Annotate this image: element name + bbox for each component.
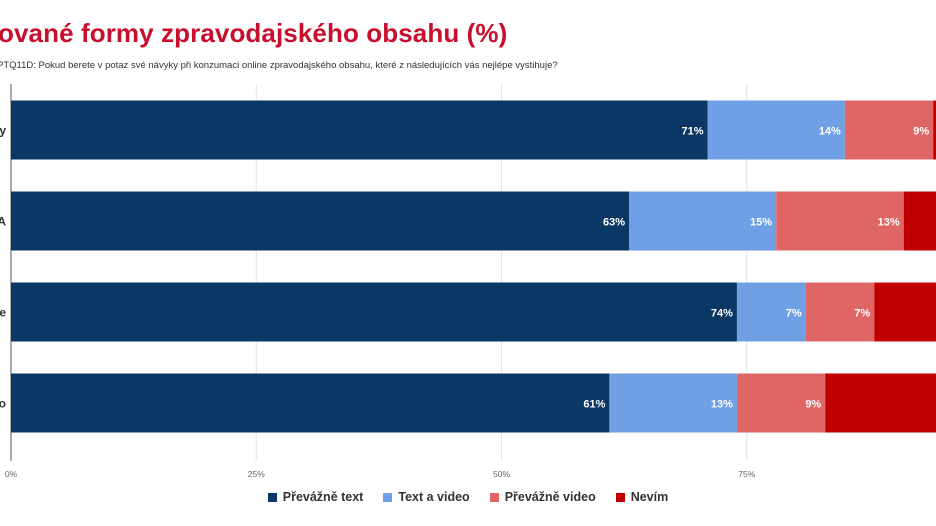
- legend-item: Text a video: [383, 490, 470, 504]
- legend-item: Převážně text: [267, 490, 364, 504]
- legend-swatch: [383, 492, 393, 502]
- x-tick-label: 75%: [738, 469, 755, 479]
- legend-swatch: [267, 492, 277, 502]
- bar-segment: [736, 282, 806, 342]
- legend-item: Nevím: [615, 490, 669, 504]
- legend: Převážně text Text a video Převážně video N…: [0, 490, 936, 504]
- legend-label: Text a video: [398, 490, 470, 504]
- bar-segment: [609, 373, 737, 433]
- bar-segment: [736, 373, 826, 433]
- legend-label: Převážně video: [504, 490, 596, 504]
- x-tick-label: 25%: [248, 469, 265, 479]
- category-label: A: [0, 215, 6, 229]
- legend-label: Nevím: [630, 490, 669, 504]
- data-label: 71%: [681, 126, 703, 138]
- bar-segment: [11, 373, 610, 433]
- bar-segment: [805, 282, 875, 342]
- data-label: 7%: [854, 308, 870, 320]
- legend-swatch: [489, 492, 499, 502]
- bar-segment: [825, 373, 936, 433]
- data-label: 9%: [805, 399, 821, 411]
- data-label: 15%: [750, 217, 772, 229]
- category-label: o: [0, 397, 6, 411]
- bar-segment: [707, 100, 845, 160]
- data-label: 7%: [786, 308, 802, 320]
- data-label: 9%: [913, 126, 929, 138]
- bar-segment: [11, 191, 630, 251]
- bar-segment: [874, 282, 936, 342]
- x-tick-label: 50%: [493, 469, 510, 479]
- bar-segment: [776, 191, 904, 251]
- category-label: y: [0, 124, 6, 138]
- bar-segment: [933, 100, 936, 160]
- data-label: 61%: [583, 399, 605, 411]
- data-label: 63%: [603, 217, 625, 229]
- data-label: 13%: [878, 217, 900, 229]
- legend-label: Převážně text: [282, 490, 364, 504]
- x-tick-label: 0%: [5, 469, 18, 479]
- data-label: 14%: [819, 126, 841, 138]
- bar-segment: [629, 191, 777, 251]
- bar-segment: [11, 282, 737, 342]
- bar-segment: [844, 100, 934, 160]
- bar-segment: [903, 191, 936, 251]
- data-label: 74%: [711, 308, 733, 320]
- category-label: e: [0, 306, 6, 320]
- data-label: 13%: [711, 399, 733, 411]
- legend-item: Převážně video: [489, 490, 596, 504]
- legend-swatch: [615, 492, 625, 502]
- chart-title: ované formy zpravodajského obsahu (%): [0, 18, 508, 48]
- chart-subtitle: PTQ11D: Pokud berete v potaz své návyky …: [0, 60, 558, 71]
- bar-segment: [11, 100, 708, 160]
